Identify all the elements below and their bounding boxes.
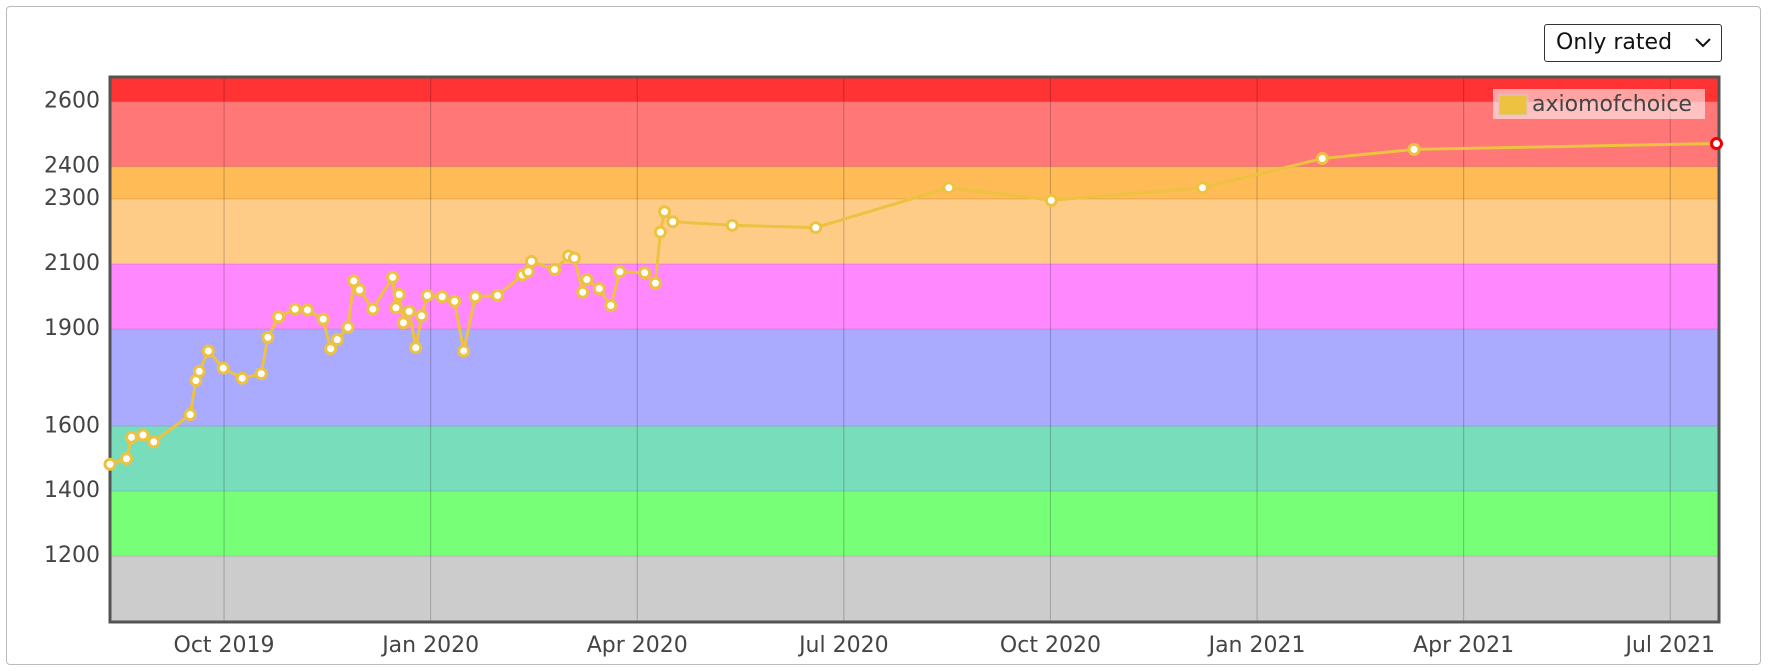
dropdown-arrow [1695,38,1711,48]
chart-frame [6,6,1761,665]
filter-select[interactable]: Only rated [1544,24,1722,62]
filter-select-label: Only rated [1556,30,1673,55]
